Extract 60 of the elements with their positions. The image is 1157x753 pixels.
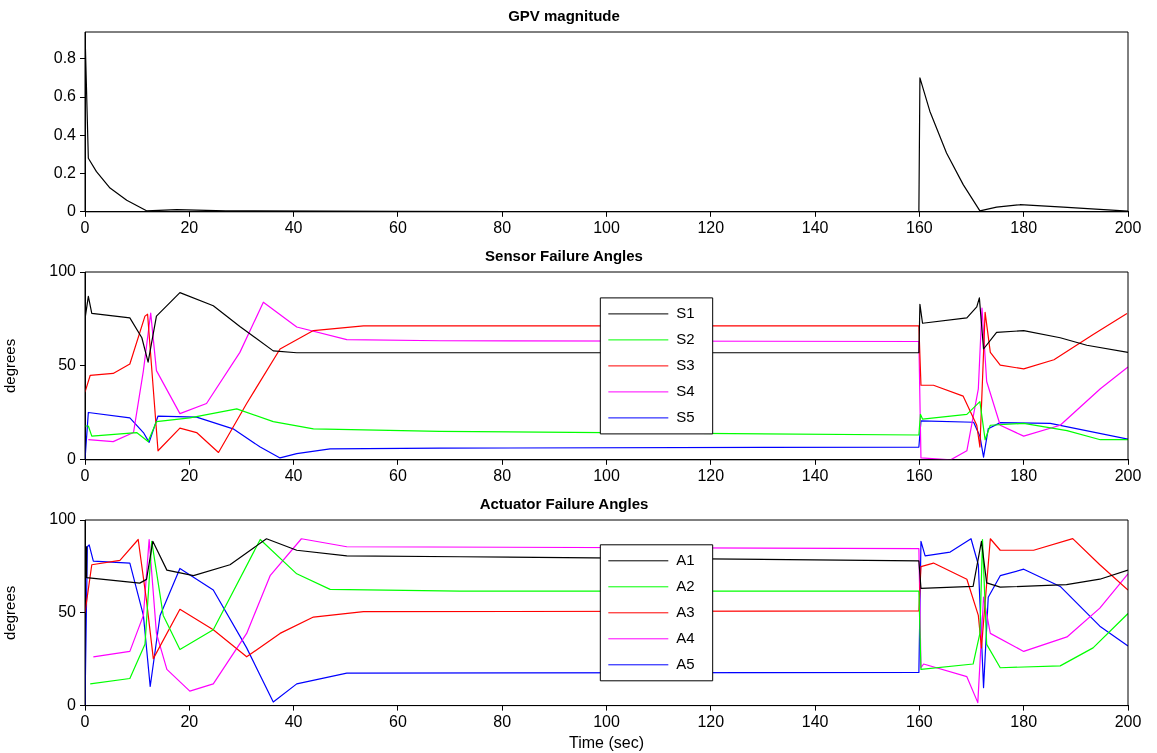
x-tick-label: 20 — [180, 466, 199, 484]
legend-label: A1 — [676, 550, 695, 568]
legend-label: S2 — [676, 330, 695, 348]
x-tick-label: 200 — [1114, 466, 1142, 484]
x-tick-label: 120 — [697, 712, 725, 730]
x-tick-label: 140 — [801, 712, 829, 730]
x-tick-label: 60 — [389, 466, 407, 484]
chart-title: Actuator Failure Angles — [479, 495, 649, 513]
y-tick-label: 0 — [67, 450, 77, 468]
x-tick-label: 100 — [593, 218, 620, 236]
legend-label: A3 — [676, 602, 695, 620]
x-tick-label: 0 — [80, 712, 90, 730]
x-tick-label: 200 — [1114, 218, 1142, 236]
y-tick-label: 0.2 — [53, 163, 77, 181]
legend-label: S5 — [676, 408, 695, 426]
x-tick-label: 20 — [180, 218, 199, 236]
x-tick-label: 180 — [1010, 218, 1038, 236]
x-tick-label: 180 — [1010, 712, 1038, 730]
y-tick-label: 0.6 — [53, 87, 77, 105]
y-tick-label: 50 — [58, 603, 77, 621]
y-tick-label: 100 — [49, 510, 77, 528]
x-tick-label: 200 — [1114, 712, 1142, 730]
x-tick-label: 80 — [493, 218, 512, 236]
x-tick-label: 120 — [697, 218, 725, 236]
x-tick-label: 80 — [493, 712, 512, 730]
x-tick-label: 0 — [80, 466, 90, 484]
x-tick-label: 40 — [284, 712, 303, 730]
x-tick-label: 160 — [906, 466, 933, 484]
x-tick-label: 180 — [1010, 466, 1038, 484]
legend-label: A5 — [676, 654, 695, 672]
chart-title: Sensor Failure Angles — [485, 247, 643, 265]
y-tick-label: 0 — [67, 202, 77, 220]
chart-title: GPV magnitude — [508, 7, 620, 25]
x-tick-label: 60 — [389, 712, 407, 730]
y-tick-label: 0.8 — [53, 49, 77, 67]
y-tick-label: 50 — [58, 356, 77, 374]
x-tick-label: 100 — [593, 466, 620, 484]
x-tick-label: 20 — [180, 712, 199, 730]
x-tick-label: 100 — [593, 712, 620, 730]
x-tick-label: 40 — [284, 218, 303, 236]
x-tick-label: 160 — [906, 712, 933, 730]
y-tick-label: 100 — [49, 262, 77, 280]
legend-label: A2 — [676, 576, 695, 594]
x-tick-label: 80 — [493, 466, 512, 484]
legend-label: S4 — [676, 382, 695, 400]
x-tick-label: 0 — [80, 218, 90, 236]
x-tick-label: 140 — [801, 218, 829, 236]
x-tick-label: 160 — [906, 218, 933, 236]
x-axis-title: Time (sec) — [569, 733, 644, 751]
legend-label: A4 — [676, 628, 695, 646]
y-axis-title: degrees — [1, 585, 19, 640]
y-axis-title: degrees — [1, 338, 19, 394]
y-tick-label: 0.4 — [53, 125, 77, 143]
legend-label: S3 — [676, 356, 695, 374]
x-tick-label: 120 — [697, 466, 725, 484]
x-tick-label: 40 — [284, 466, 303, 484]
x-tick-label: 60 — [389, 218, 407, 236]
x-tick-label: 140 — [801, 466, 829, 484]
y-tick-label: 0 — [67, 696, 77, 714]
legend-label: S1 — [676, 304, 695, 322]
